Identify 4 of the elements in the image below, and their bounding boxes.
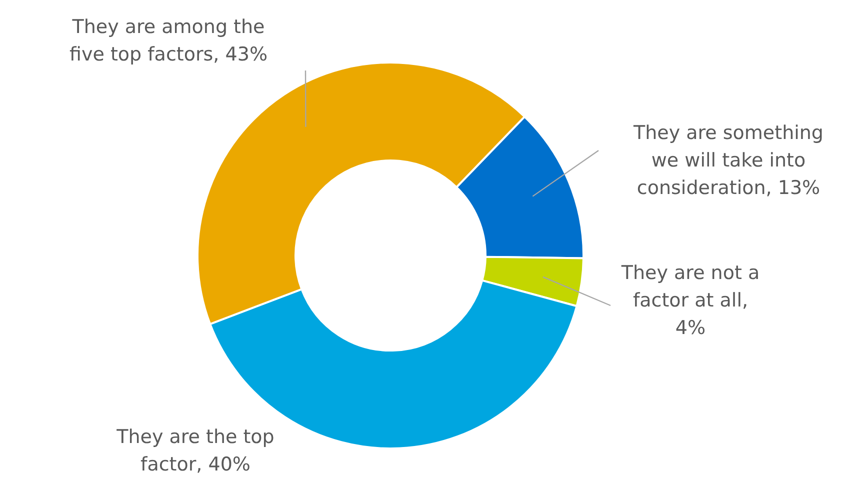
slice-label: They are not a factor at all, 4% — [620, 262, 760, 339]
slice-label: They are something we will take into consideration, 13% — [632, 122, 824, 199]
slice-label: They are among the five top factors, 43% — [70, 16, 268, 66]
slice-label: They are the top factor, 40% — [116, 426, 274, 476]
